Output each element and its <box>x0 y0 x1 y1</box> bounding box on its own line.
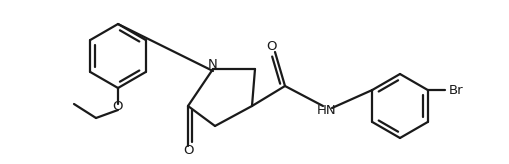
Text: N: N <box>208 58 218 71</box>
Text: O: O <box>184 144 194 156</box>
Text: Br: Br <box>448 83 463 96</box>
Text: O: O <box>267 41 277 53</box>
Text: O: O <box>113 100 123 113</box>
Text: HN: HN <box>317 103 337 116</box>
